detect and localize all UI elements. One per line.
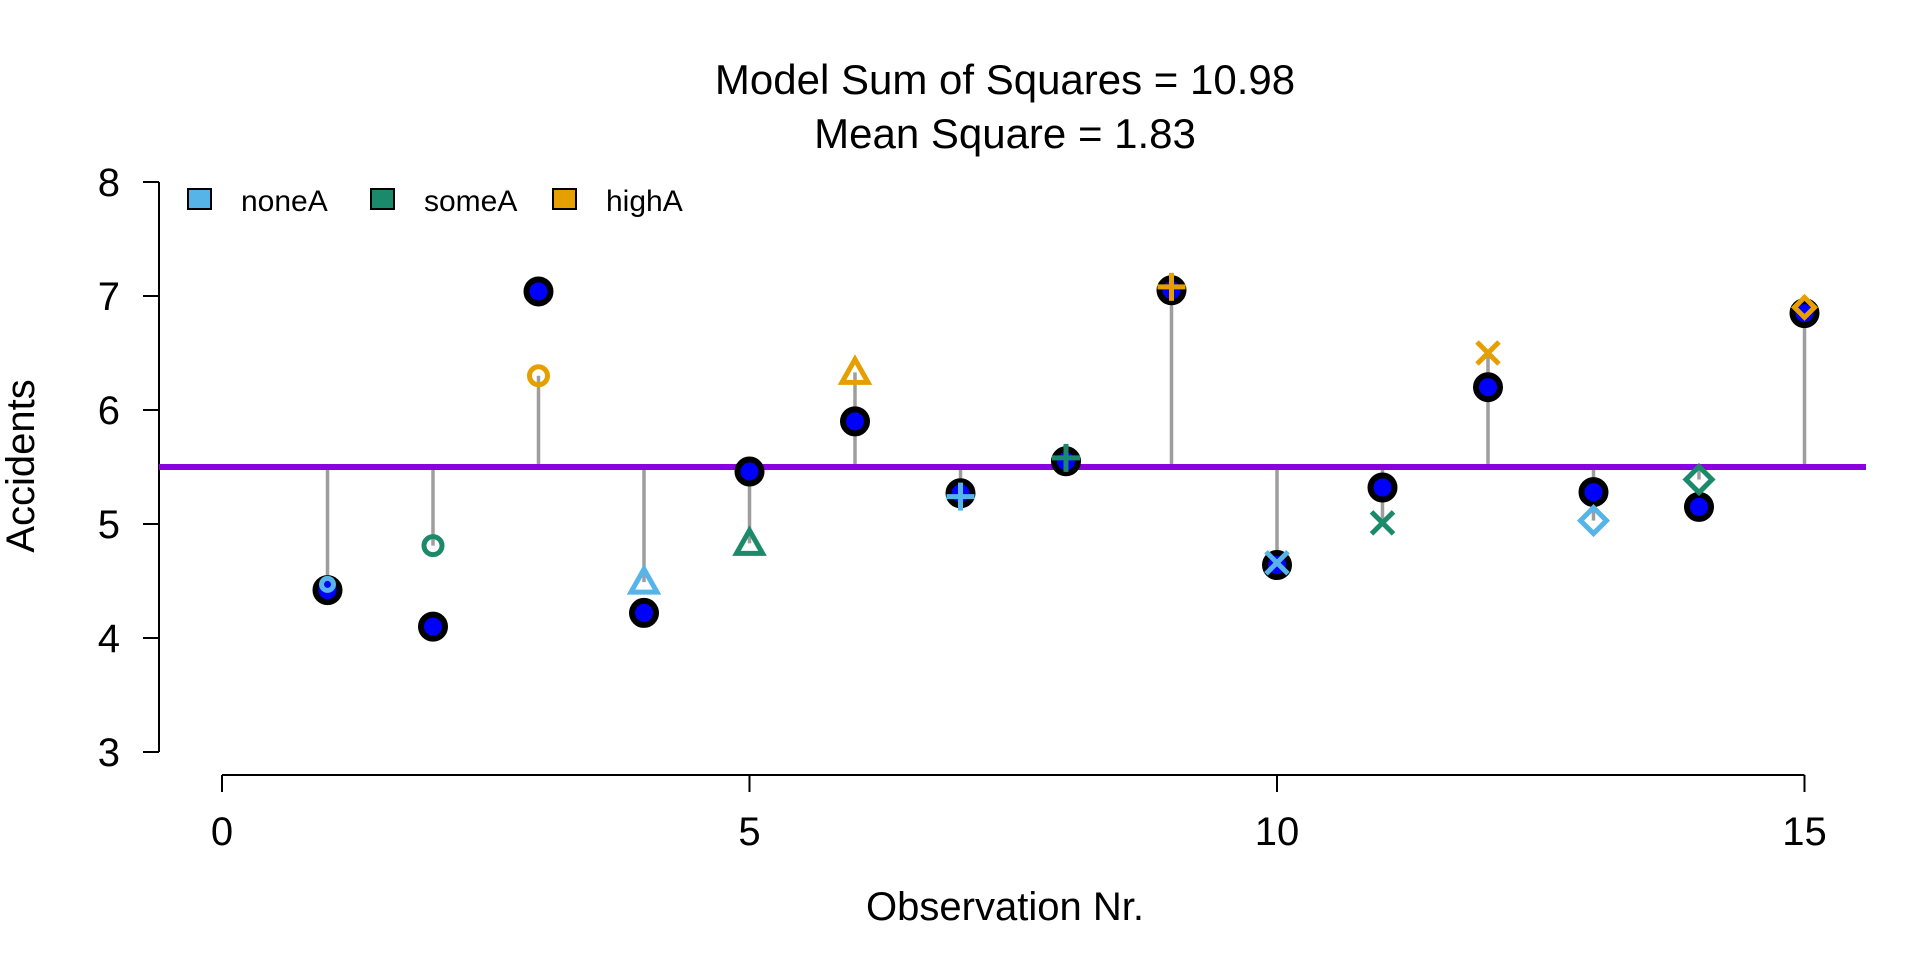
group-mean-marker-15	[1790, 293, 1819, 321]
group-mean-marker-5	[732, 525, 767, 556]
group-mean-markers	[319, 272, 1819, 595]
group-mean-marker-2	[421, 534, 445, 558]
group-mean-marker-11	[1369, 510, 1396, 536]
y-tick-label: 6	[98, 389, 120, 433]
group-mean-marker-8	[1052, 443, 1080, 472]
x-axis-label: Observation Nr.	[866, 885, 1144, 929]
x-tick-label: 5	[738, 810, 760, 854]
x-tick-label: 15	[1782, 810, 1827, 854]
group-mean-marker-3	[527, 364, 550, 388]
observed-point-14	[1684, 491, 1714, 522]
deviation-stems	[325, 286, 1807, 585]
y-axis: 3 4 5 6 7 8	[98, 161, 160, 775]
y-tick-label: 4	[98, 617, 120, 661]
observed-point-4	[629, 597, 659, 628]
y-tick-label: 5	[98, 503, 120, 547]
chart-title-line-2: Mean Square = 1.83	[814, 110, 1196, 157]
observed-point-15	[1789, 298, 1820, 329]
x-axis: 0 5 10 15	[211, 774, 1827, 854]
observed-point-5	[734, 456, 765, 487]
group-mean-marker-7	[946, 482, 975, 511]
observed-point-12	[1473, 372, 1503, 403]
legend-label-someA: someA	[424, 185, 517, 218]
x-tick-label: 0	[211, 810, 233, 854]
observed-point-11	[1367, 472, 1398, 503]
group-mean-marker-14	[1682, 463, 1716, 497]
y-tick-label: 7	[98, 275, 120, 319]
group-mean-marker-9	[1157, 272, 1186, 301]
group-mean-marker-13	[1576, 504, 1611, 538]
group-mean-marker-10	[1264, 549, 1290, 576]
observed-point-3	[523, 276, 554, 307]
x-tick-label: 10	[1255, 810, 1300, 854]
group-mean-marker-4	[626, 564, 662, 595]
group-mean-marker-12	[1475, 340, 1501, 366]
observed-point-2	[418, 611, 448, 642]
legend-label-highA: highA	[606, 185, 683, 218]
legend-swatch-someA	[370, 188, 395, 210]
group-mean-marker-1	[319, 575, 336, 593]
group-mean-marker-6	[837, 354, 873, 385]
chart-title-line-1: Model Sum of Squares = 10.98	[715, 56, 1295, 103]
legend: noneA someA highA	[187, 185, 683, 218]
y-tick-label: 3	[98, 731, 120, 775]
observed-point-6	[840, 406, 870, 437]
legend-swatch-noneA	[187, 188, 212, 210]
observed-point-13	[1578, 477, 1609, 508]
y-axis-label: Accidents	[0, 379, 43, 552]
y-tick-label: 8	[98, 161, 120, 205]
legend-swatch-highA	[552, 188, 577, 210]
legend-label-noneA: noneA	[241, 185, 328, 218]
